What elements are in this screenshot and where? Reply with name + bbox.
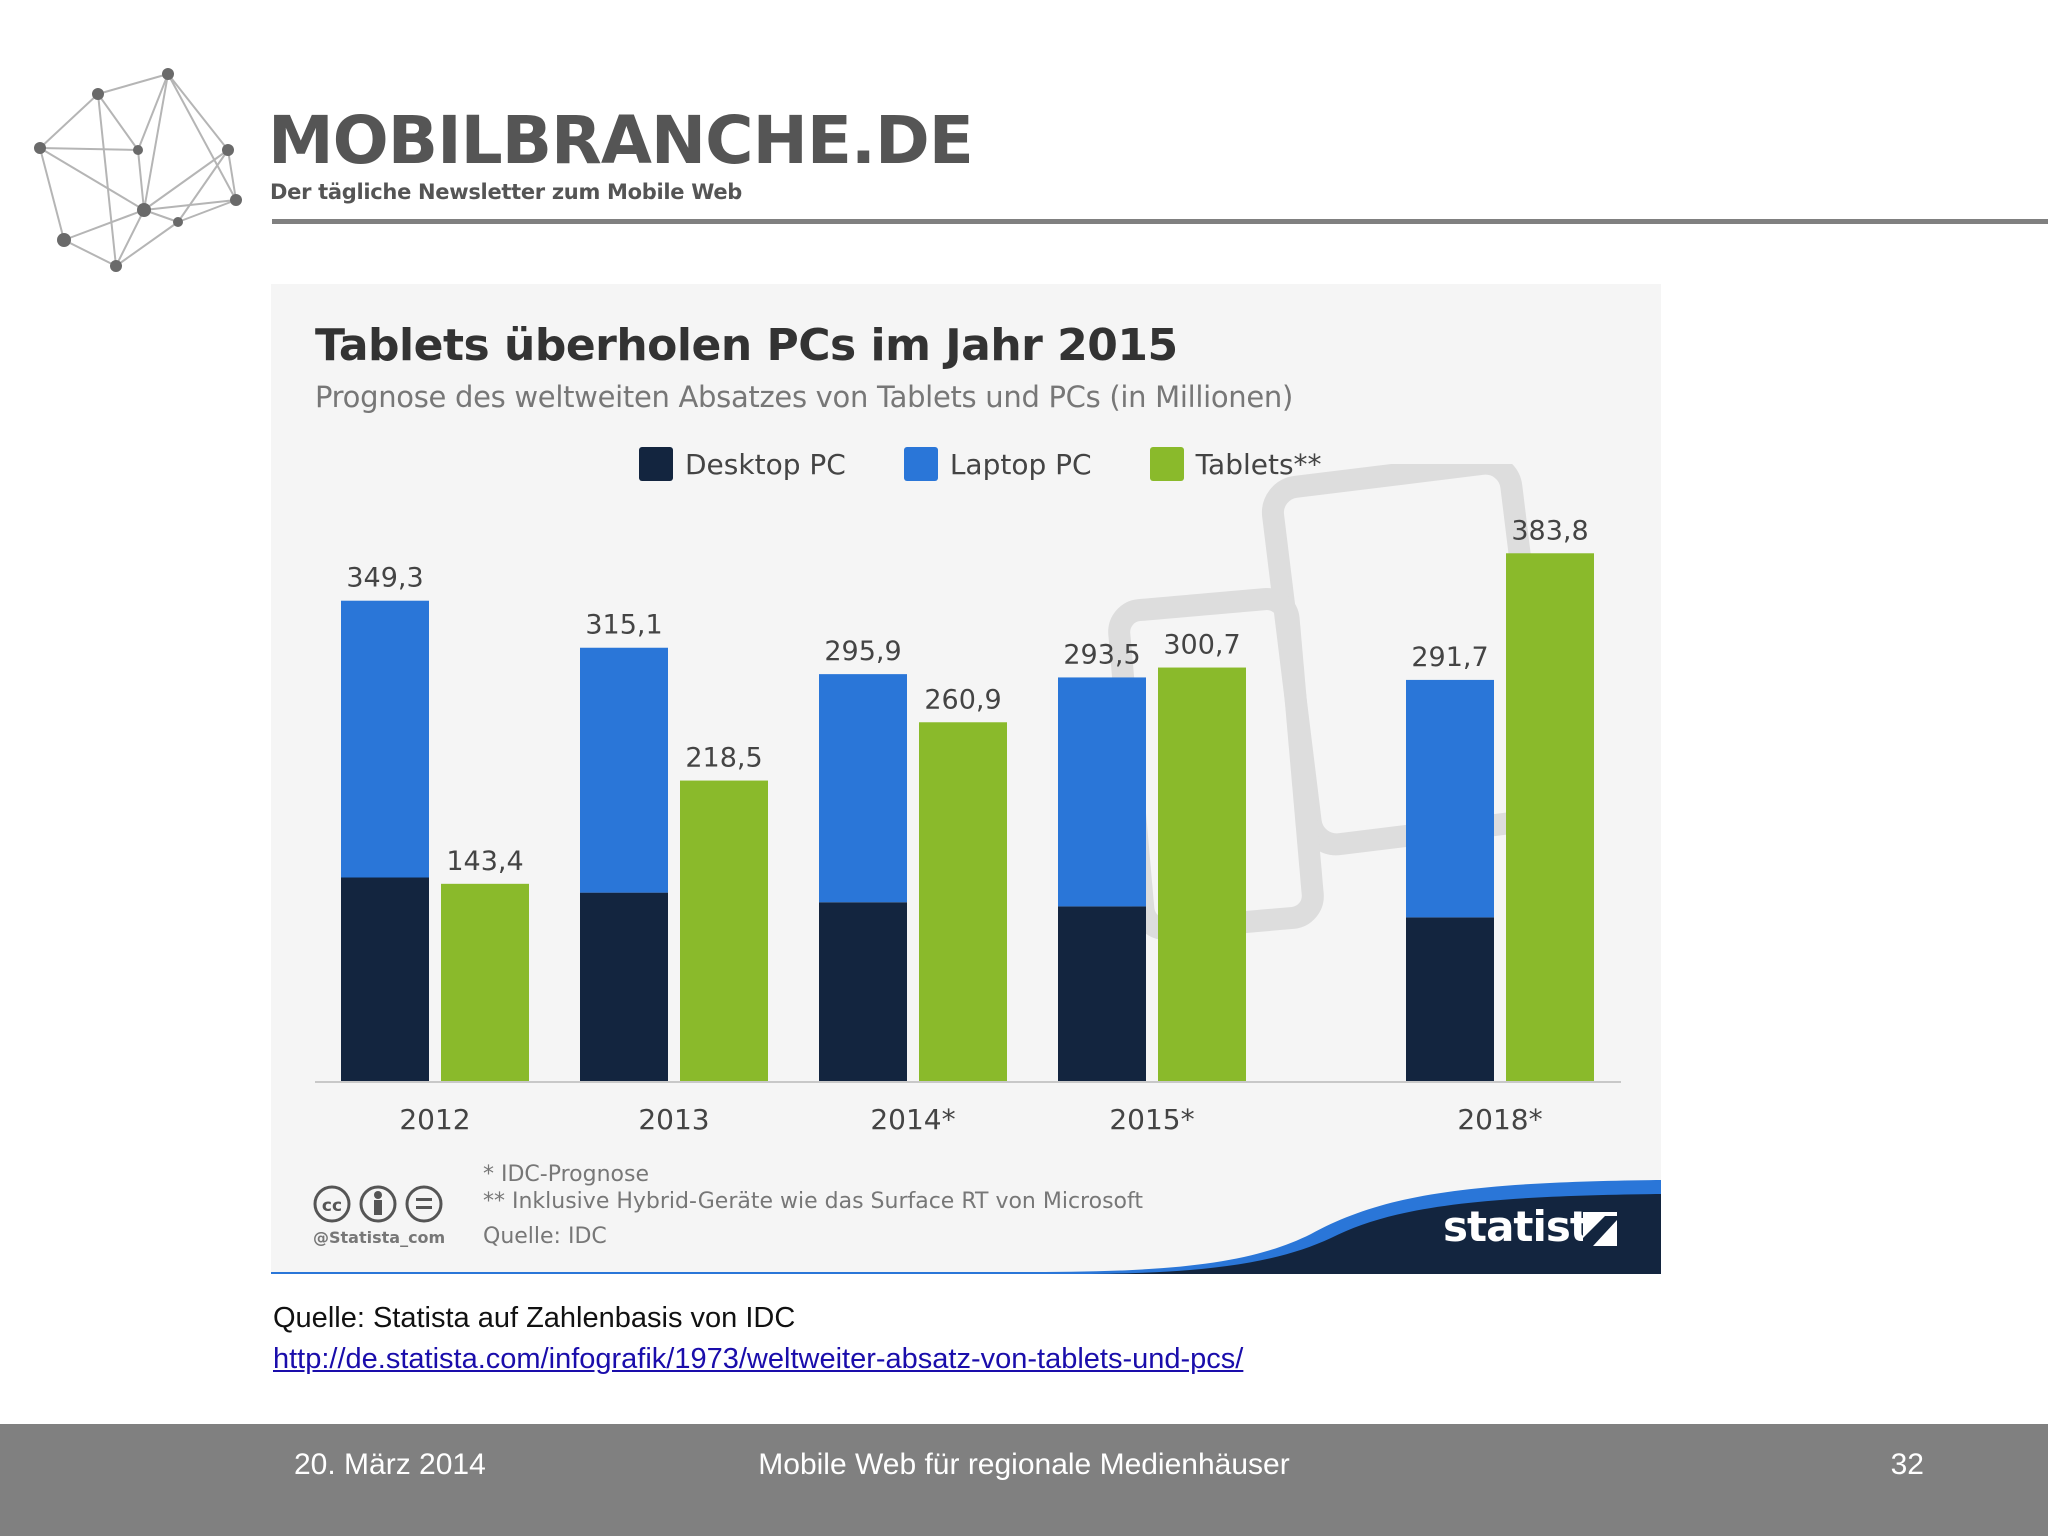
chart-legend: Desktop PC Laptop PC Tablets** — [639, 444, 1380, 484]
infographic: Tablets überholen PCs im Jahr 2015 Progn… — [271, 284, 1661, 1274]
bar-tablets — [1506, 553, 1594, 1081]
header-divider — [272, 219, 2048, 224]
x-tick-label: 2012 — [399, 1103, 470, 1136]
legend-label-tablets: Tablets** — [1195, 447, 1322, 481]
footer-date: 20. März 2014 — [294, 1448, 486, 1481]
source-text: Quelle: Statista auf Zahlenbasis von IDC — [273, 1302, 796, 1334]
data-label-pc-total: 291,7 — [1411, 642, 1488, 673]
legend-entry-laptop: Laptop PC — [903, 447, 1092, 481]
footnote-source: Quelle: IDC — [483, 1224, 607, 1249]
bar-tablets — [680, 780, 768, 1081]
data-label-tablets: 143,4 — [446, 846, 523, 877]
data-label-pc-total: 293,5 — [1063, 639, 1140, 670]
network-graph-icon — [34, 68, 242, 272]
bar-desktop-pc — [1406, 917, 1494, 1081]
legend-entry-tablets: Tablets** — [1149, 447, 1322, 481]
bar-laptop-pc — [341, 600, 429, 878]
bar-desktop-pc — [819, 902, 907, 1081]
chart-title: Tablets überholen PCs im Jahr 2015 — [315, 320, 1178, 371]
legend-swatch-tablets — [1149, 447, 1184, 481]
legend-swatch-desktop — [639, 447, 673, 481]
statista-handle: @Statista_com — [313, 1228, 446, 1247]
creative-commons-icon: cc — [313, 1185, 443, 1223]
svg-text:cc: cc — [322, 1196, 342, 1216]
brand-name: MOBILBRANCHE.DE — [268, 102, 974, 179]
footer-title: Mobile Web für regionale Medienhäuser — [758, 1448, 1290, 1481]
bar-desktop-pc — [1058, 906, 1146, 1081]
footer-page-number: 32 — [1890, 1448, 1924, 1481]
footer-bar — [0, 1424, 2048, 1536]
footnote-forecast: * IDC-Prognose — [483, 1162, 649, 1187]
data-label-pc-total: 315,1 — [585, 610, 662, 641]
bar-desktop-pc — [580, 892, 668, 1081]
legend-label-laptop: Laptop PC — [949, 447, 1092, 481]
bar-laptop-pc — [819, 674, 907, 903]
data-label-pc-total: 349,3 — [346, 563, 423, 594]
bar-laptop-pc — [1058, 677, 1146, 907]
bar-laptop-pc — [1406, 679, 1494, 918]
statista-band — [271, 1180, 1661, 1274]
statista-mark-icon — [1583, 1212, 1617, 1246]
data-label-tablets: 218,5 — [685, 743, 762, 774]
legend-label-desktop: Desktop PC — [685, 447, 846, 481]
bar-desktop-pc — [341, 877, 429, 1081]
chart-subtitle: Prognose des weltweiten Absatzes von Tab… — [315, 380, 1294, 414]
legend-swatch-laptop — [903, 447, 938, 481]
bar-chart: 349,3 143,4 2012 315,1 218,5 2013 295,9 260,9 20… — [315, 515, 1621, 1136]
data-label-tablets: 260,9 — [924, 684, 1001, 715]
source-link[interactable]: http://de.statista.com/infografik/1973/w… — [273, 1343, 1244, 1375]
bar-laptop-pc — [580, 647, 668, 893]
x-tick-label: 2018* — [1457, 1103, 1542, 1136]
bar-tablets — [1158, 667, 1246, 1081]
data-label-tablets: 383,8 — [1511, 515, 1588, 546]
bar-tablets — [441, 883, 529, 1081]
bar-tablets — [919, 722, 1007, 1081]
footnote-hybrid: ** Inklusive Hybrid-Geräte wie das Surfa… — [483, 1189, 1143, 1214]
data-label-pc-total: 295,9 — [824, 636, 901, 667]
legend-entry-desktop: Desktop PC — [639, 447, 846, 481]
x-tick-label: 2013 — [638, 1103, 709, 1136]
x-tick-label: 2015* — [1109, 1103, 1194, 1136]
data-label-tablets: 300,7 — [1163, 630, 1240, 661]
brand-tagline: Der tägliche Newsletter zum Mobile Web — [270, 180, 743, 204]
x-tick-label: 2014* — [870, 1103, 955, 1136]
